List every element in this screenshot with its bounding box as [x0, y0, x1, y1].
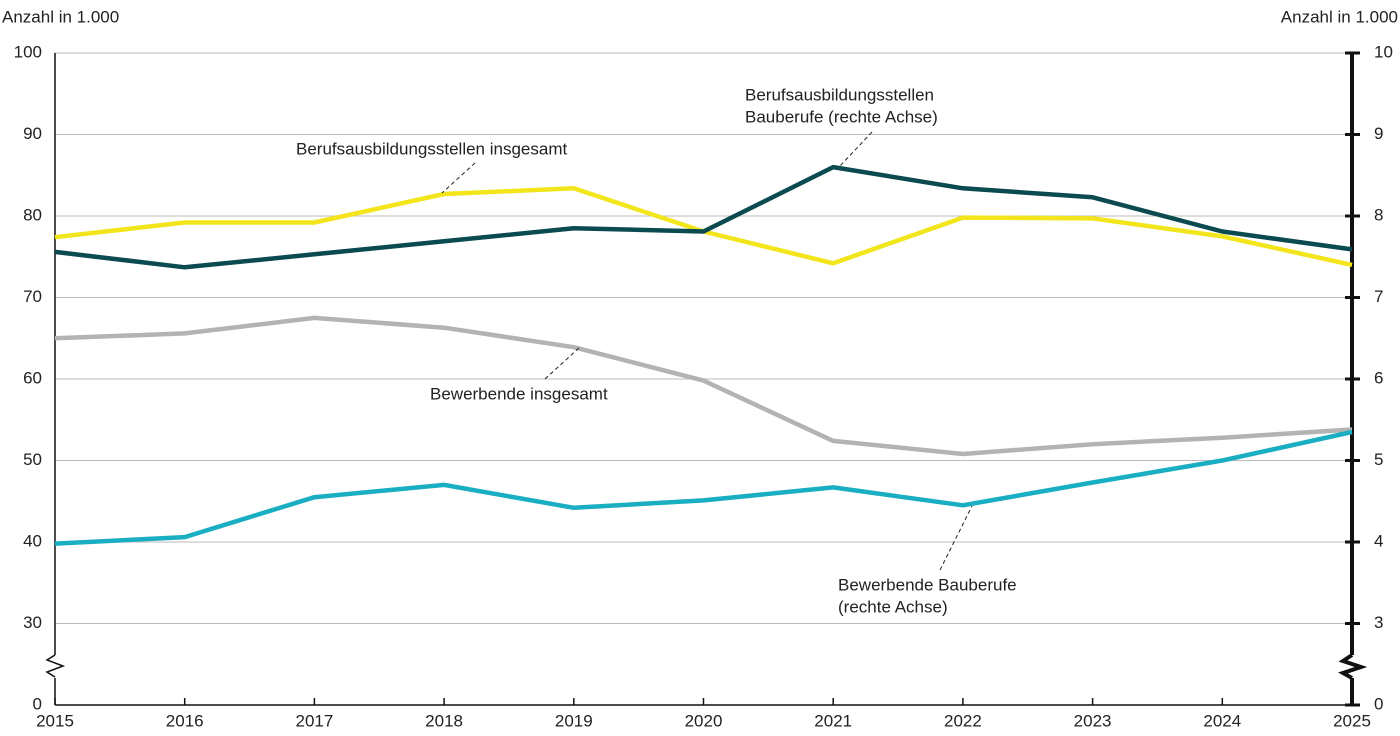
- x-tick-label: 2020: [685, 711, 723, 730]
- y-axis-label: Anzahl in 1.000: [2, 7, 119, 26]
- x-tick-label: 2025: [1333, 711, 1371, 730]
- y-tick-label: 80: [23, 205, 42, 224]
- annotation: Berufsausbildungsstellen: [745, 85, 934, 104]
- y-tick-label: 40: [23, 531, 42, 550]
- y-tick-label: 90: [23, 124, 42, 143]
- annotation: Bewerbende insgesamt: [430, 384, 608, 403]
- y-tick-label: 50: [23, 450, 42, 469]
- annotation: (rechte Achse): [838, 597, 948, 616]
- y2-tick-label: 7: [1374, 287, 1383, 306]
- y-tick-label: 100: [14, 42, 42, 61]
- annotation: Bauberufe (rechte Achse): [745, 107, 938, 126]
- annotation-leader: [544, 346, 581, 380]
- y2-tick-label: 0: [1374, 694, 1383, 713]
- y-tick-label: 60: [23, 368, 42, 387]
- y2-tick-label: 3: [1374, 613, 1383, 632]
- annotation: Berufsausbildungsstellen insgesamt: [296, 139, 567, 158]
- y-tick-label: 70: [23, 287, 42, 306]
- x-tick-label: 2023: [1074, 711, 1112, 730]
- x-tick-label: 2024: [1203, 711, 1241, 730]
- annotation-leader: [441, 162, 476, 194]
- axis-break: [1338, 653, 1368, 680]
- y2-tick-label: 10: [1374, 42, 1393, 61]
- y2-tick-label: 6: [1374, 368, 1383, 387]
- axis-break: [45, 654, 66, 678]
- y2-tick-label: 9: [1374, 124, 1383, 143]
- series-line: [54, 164, 1353, 270]
- x-tick-label: 2018: [425, 711, 463, 730]
- x-tick-label: 2016: [166, 711, 204, 730]
- y2-tick-label: 4: [1374, 531, 1383, 550]
- y2-tick-label: 8: [1374, 205, 1383, 224]
- y2-axis-label: Anzahl in 1.000: [1281, 7, 1398, 26]
- y-tick-label: 0: [33, 694, 42, 713]
- x-tick-label: 2015: [36, 711, 74, 730]
- series-line: [54, 186, 1353, 268]
- annotation: Bewerbende Bauberufe: [838, 575, 1017, 594]
- series-line: [54, 315, 1353, 457]
- series-line: [54, 429, 1353, 546]
- x-tick-label: 2017: [295, 711, 333, 730]
- annotation-leader: [839, 131, 873, 167]
- annotation-leader: [939, 505, 973, 571]
- x-tick-label: 2022: [944, 711, 982, 730]
- y-tick-label: 30: [23, 613, 42, 632]
- y2-tick-label: 5: [1374, 450, 1383, 469]
- x-tick-label: 2019: [555, 711, 593, 730]
- x-tick-label: 2021: [814, 711, 852, 730]
